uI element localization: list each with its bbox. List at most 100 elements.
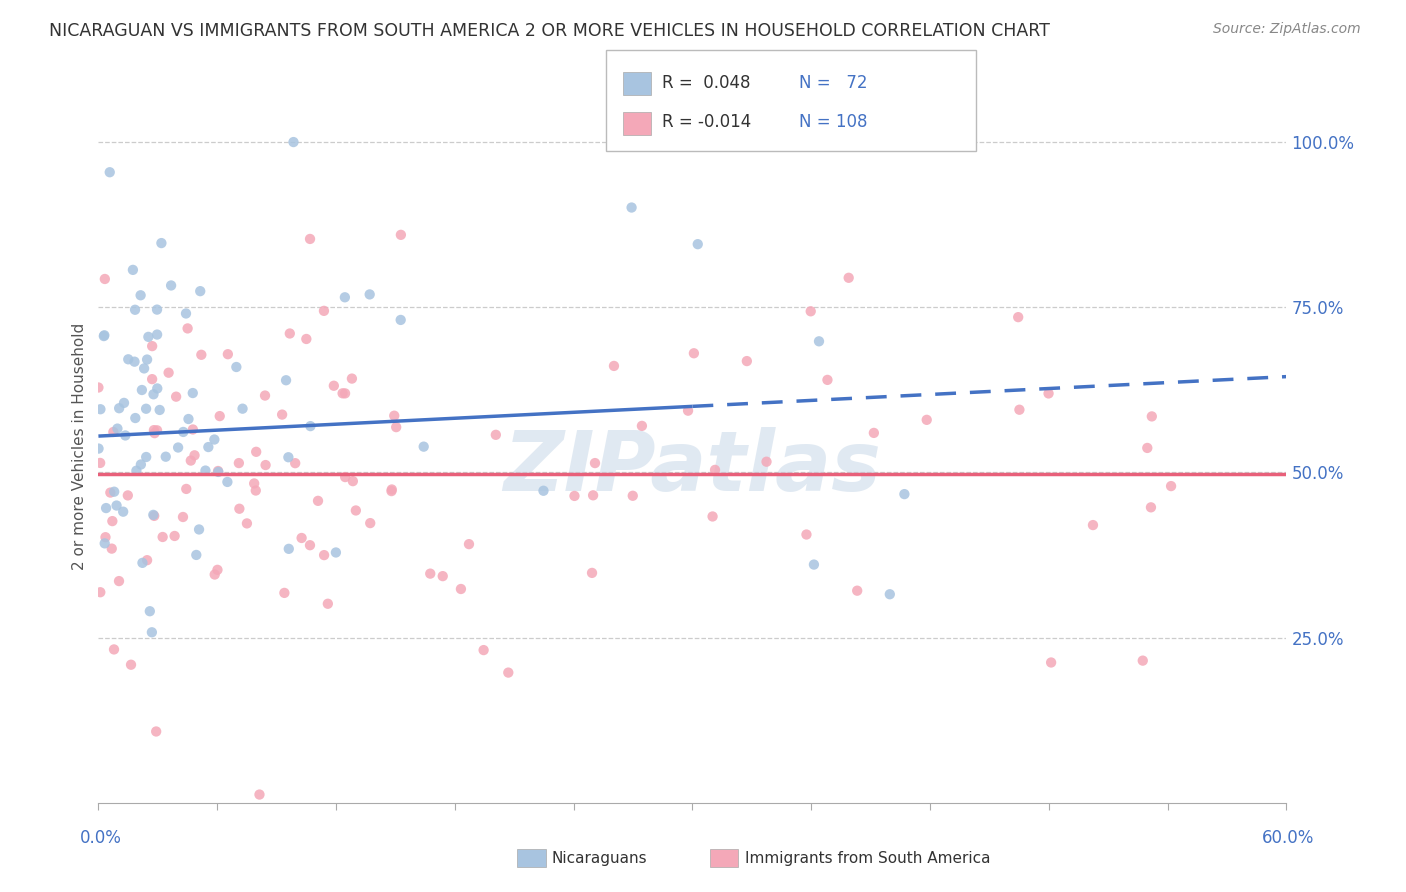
Point xyxy=(120,657,142,672)
Point xyxy=(385,420,408,434)
Point xyxy=(89,585,111,599)
Point xyxy=(204,567,226,582)
Point xyxy=(141,372,163,386)
Point xyxy=(796,527,818,541)
Point xyxy=(143,508,166,523)
Point xyxy=(103,642,125,657)
Point xyxy=(225,359,247,374)
Point xyxy=(183,448,205,462)
Point xyxy=(146,302,169,317)
Point xyxy=(172,510,194,524)
Point xyxy=(145,724,167,739)
Point xyxy=(1007,310,1029,325)
Point xyxy=(676,403,699,417)
Point xyxy=(621,489,644,503)
Point xyxy=(472,643,495,657)
Point xyxy=(100,541,122,556)
Point xyxy=(333,290,356,304)
Text: 60.0%: 60.0% xyxy=(1261,829,1315,847)
Point xyxy=(108,574,131,588)
Point xyxy=(389,227,412,242)
Point xyxy=(273,586,295,600)
Point xyxy=(1136,441,1159,455)
Point xyxy=(325,545,347,559)
Point xyxy=(112,396,135,410)
Point xyxy=(333,386,356,401)
Point xyxy=(93,328,115,343)
Point xyxy=(103,484,125,499)
Point xyxy=(419,566,441,581)
Point xyxy=(232,401,254,416)
Point xyxy=(107,421,129,435)
Point xyxy=(125,464,148,478)
Point xyxy=(94,501,117,516)
Point xyxy=(582,488,605,502)
Point xyxy=(194,464,217,478)
Y-axis label: 2 or more Vehicles in Household: 2 or more Vehicles in Household xyxy=(72,322,87,570)
Point xyxy=(131,383,153,397)
Point xyxy=(117,488,139,502)
Point xyxy=(583,456,606,470)
Point xyxy=(277,450,299,465)
Point xyxy=(93,536,115,550)
Point xyxy=(101,514,124,528)
Point xyxy=(89,402,111,417)
Point xyxy=(283,135,305,149)
Point xyxy=(157,366,180,380)
Point xyxy=(108,401,131,416)
Point xyxy=(236,516,259,531)
Text: Source: ZipAtlas.com: Source: ZipAtlas.com xyxy=(1213,22,1361,37)
Point xyxy=(485,427,508,442)
Point xyxy=(1140,500,1163,515)
Point xyxy=(138,330,160,344)
Point xyxy=(142,387,165,401)
Point xyxy=(197,440,219,454)
Point xyxy=(755,455,778,469)
Point xyxy=(188,523,211,537)
Point xyxy=(277,541,299,556)
Point xyxy=(1040,656,1063,670)
Point xyxy=(359,287,381,301)
Point xyxy=(105,499,128,513)
Point xyxy=(284,456,307,470)
Point xyxy=(94,530,117,544)
Point xyxy=(412,440,434,454)
Point xyxy=(686,237,709,252)
Point xyxy=(136,352,159,367)
Point xyxy=(631,418,654,433)
Point xyxy=(915,413,938,427)
Point xyxy=(863,425,886,440)
Point xyxy=(112,505,135,519)
Point xyxy=(207,563,229,577)
Point xyxy=(117,352,139,367)
Point xyxy=(217,475,239,489)
Point xyxy=(150,236,173,251)
Point xyxy=(141,339,163,353)
Point xyxy=(167,441,190,455)
Point xyxy=(146,381,169,395)
Point xyxy=(208,409,231,423)
Point xyxy=(207,465,229,479)
Point xyxy=(704,463,727,477)
Point xyxy=(291,531,314,545)
Point xyxy=(389,313,412,327)
Point xyxy=(94,272,117,286)
Point xyxy=(143,426,166,441)
Point xyxy=(458,537,481,551)
Text: R =  0.048: R = 0.048 xyxy=(662,74,751,92)
Point xyxy=(174,482,197,496)
Point xyxy=(1140,409,1163,424)
Point xyxy=(581,566,603,580)
Point xyxy=(683,346,706,360)
Point xyxy=(274,373,297,387)
Text: NICARAGUAN VS IMMIGRANTS FROM SOUTH AMERICA 2 OR MORE VEHICLES IN HOUSEHOLD CORR: NICARAGUAN VS IMMIGRANTS FROM SOUTH AMER… xyxy=(49,22,1050,40)
Point xyxy=(146,327,169,342)
Point xyxy=(176,321,198,335)
Point xyxy=(139,604,162,618)
Point xyxy=(838,270,860,285)
Point xyxy=(846,583,869,598)
Point xyxy=(359,516,381,530)
Point xyxy=(124,411,146,425)
Point xyxy=(808,334,831,349)
Point xyxy=(136,553,159,567)
